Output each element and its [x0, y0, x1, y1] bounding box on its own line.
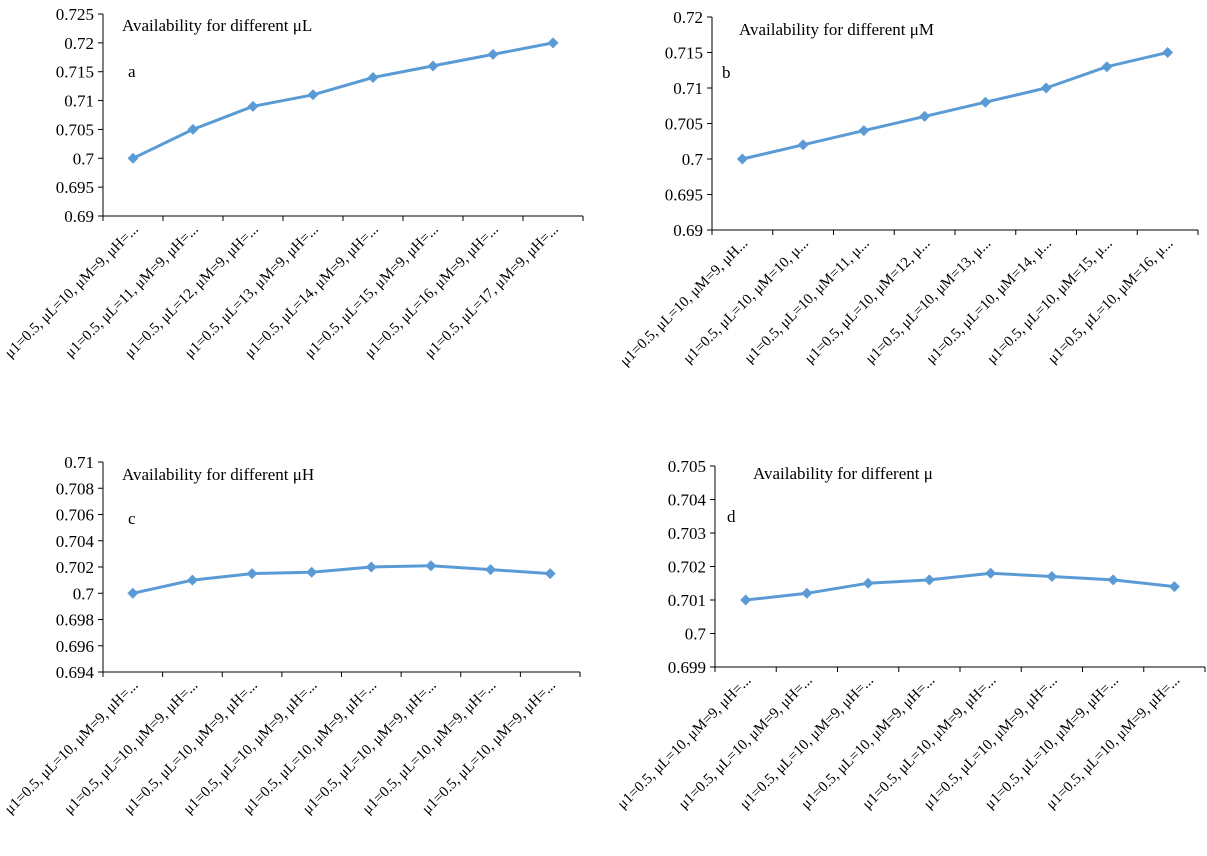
y-tick-label: 0.7 [73, 149, 95, 168]
data-point [1162, 47, 1174, 58]
x-tick-label: μ1=0.5, μL=10, μM=14, μ... [923, 236, 1055, 368]
y-tick-label: 0.698 [56, 611, 94, 630]
data-point [306, 566, 318, 578]
data-point [246, 568, 258, 580]
y-tick-label: 0.701 [668, 591, 706, 610]
chart-title: Availability for different μL [122, 16, 312, 35]
panel-label: c [128, 509, 136, 528]
panel-label: d [727, 507, 736, 526]
data-point [1101, 61, 1113, 73]
y-tick-label: 0.705 [665, 115, 703, 134]
chart-title: Availability for different μH [122, 465, 314, 484]
y-tick-label: 0.7 [682, 150, 704, 169]
x-tick-label: μ1=0.5, μL=10, μM=9, μH=... [1043, 673, 1183, 813]
x-tick-label: μ1=0.5, μL=10, μM=13, μ... [863, 236, 995, 368]
data-point [801, 587, 813, 599]
data-point [365, 561, 377, 573]
data-point [425, 560, 437, 572]
data-point [367, 71, 379, 83]
data-point [127, 587, 139, 599]
x-tick-label: μ1=0.5, μL=10, μM=15, μ... [984, 236, 1116, 368]
data-point [740, 594, 752, 606]
series-line [132, 564, 551, 595]
y-tick-label: 0.702 [56, 558, 94, 577]
data-point [797, 139, 809, 151]
chart-title: Availability for different μM [739, 20, 934, 39]
data-point [427, 60, 439, 72]
x-tick-label: μ1=0.5, μL=10, μM=9, μH... [617, 236, 751, 370]
data-point [1040, 82, 1052, 94]
y-tick-label: 0.71 [673, 79, 703, 98]
y-tick-label: 0.725 [56, 5, 94, 24]
y-tick-label: 0.696 [56, 637, 94, 656]
y-tick-label: 0.702 [668, 558, 706, 577]
y-tick-label: 0.715 [665, 44, 703, 63]
y-tick-label: 0.7 [685, 625, 707, 644]
data-point [186, 574, 198, 586]
data-point [1046, 571, 1058, 583]
y-tick-label: 0.703 [668, 524, 706, 543]
data-point [923, 574, 935, 586]
y-tick-label: 0.69 [64, 207, 94, 226]
data-point [544, 568, 556, 580]
chart-panel-c: 0.694 0.696 0.698 0.7 0.702 0.704 0.706 0.708 0.… [2, 453, 581, 817]
y-tick-label: 0.715 [56, 63, 94, 82]
data-point [187, 123, 199, 135]
y-tick-label: 0.706 [56, 506, 94, 525]
x-tick-label: μ1=0.5, μL=10, μM=12, μ... [802, 236, 934, 368]
y-tick-label: 0.704 [668, 491, 707, 510]
data-point [862, 577, 874, 589]
data-point [979, 96, 991, 108]
y-tick-label: 0.704 [56, 532, 95, 551]
data-point [307, 89, 319, 101]
data-point [127, 152, 139, 164]
y-tick-label: 0.695 [56, 178, 94, 197]
y-tick-label: 0.699 [668, 658, 706, 677]
y-tick-label: 0.695 [665, 186, 703, 205]
y-tick-label: 0.705 [668, 457, 706, 476]
x-tick-label: μ1=0.5, μL=10, μM=10, μ... [680, 236, 812, 368]
chart-panel-d: 0.699 0.7 0.701 0.702 0.703 0.704 0.705 μ1=0.5,… [615, 457, 1206, 813]
data-point [1168, 581, 1180, 593]
series-line [132, 41, 554, 160]
y-tick-label: 0.69 [673, 221, 703, 240]
y-tick-label: 0.72 [64, 34, 94, 53]
data-point [487, 48, 499, 60]
chart-panel-b: 0.69 0.695 0.7 0.705 0.71 0.715 0.72 μ1=0.5, μL… [617, 8, 1199, 370]
data-point [858, 125, 870, 137]
data-point [1107, 574, 1119, 586]
y-tick-label: 0.71 [64, 453, 94, 472]
x-tick-label: μ1=0.5, μL=10, μM=11, μ... [742, 236, 873, 367]
data-point [985, 567, 997, 579]
y-tick-label: 0.694 [56, 663, 95, 682]
y-tick-label: 0.705 [56, 120, 94, 139]
series-line [742, 51, 1168, 161]
x-tick-label: μ1=0.5, μL=10, μM=16, μ... [1045, 236, 1177, 368]
y-tick-label: 0.708 [56, 479, 94, 498]
chart-panel-a: 0.690.6950.70.7050.710.7150.720.725μ1=0.… [2, 5, 584, 361]
data-point [736, 153, 748, 165]
y-tick-label: 0.71 [64, 92, 94, 111]
data-point [547, 37, 559, 49]
series-line [745, 571, 1175, 602]
y-tick-label: 0.72 [673, 8, 703, 27]
data-point [919, 110, 931, 122]
chart-title: Availability for different μ [753, 464, 933, 483]
panel-label: a [128, 62, 136, 81]
data-point [247, 100, 259, 112]
panel-label: b [722, 63, 731, 82]
y-tick-label: 0.7 [73, 584, 95, 603]
data-point [485, 564, 497, 576]
